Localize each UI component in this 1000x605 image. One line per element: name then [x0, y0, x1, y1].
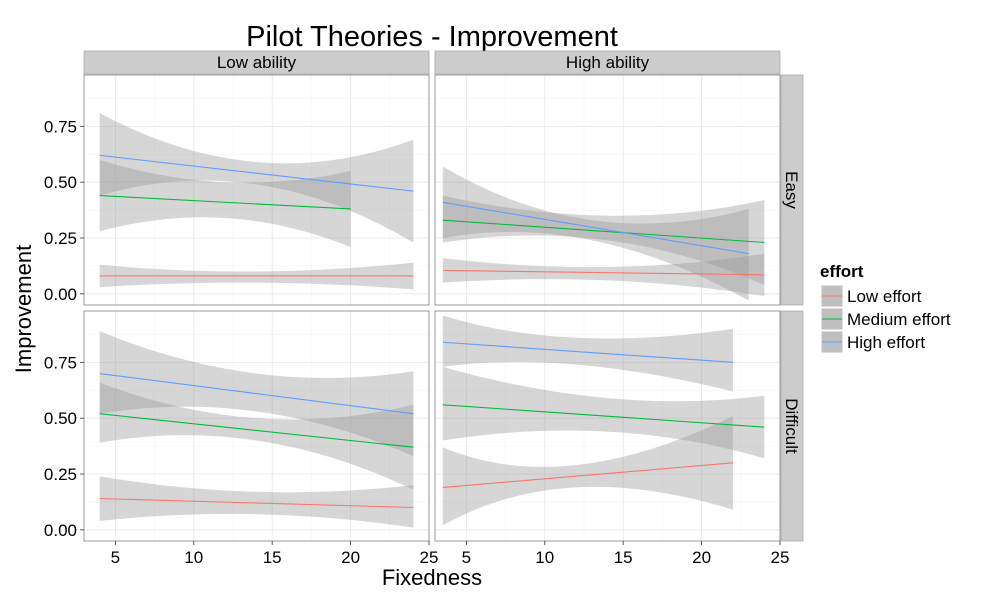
trend-line-high-effort	[99, 372, 414, 415]
y-tick-label: 0.00	[44, 285, 77, 304]
panel-marks	[442, 315, 765, 526]
col-strip-low-ability	[83, 50, 430, 75]
y-tick-label: 0.75	[44, 353, 77, 372]
row-strip-difficult	[780, 310, 804, 542]
ci-band-low-effort	[442, 253, 765, 297]
trend-line-medium-effort	[442, 219, 765, 244]
trend-line-low-effort	[442, 269, 765, 276]
panel-high-ability-difficult: 5 10 15 20 25	[434, 310, 790, 567]
ci-band-high-effort	[99, 112, 414, 243]
row-strip-easy	[780, 74, 804, 306]
legend-title: effort	[820, 262, 864, 281]
x-tick-label: 15	[614, 548, 633, 567]
row-strip-label: Difficult	[782, 398, 801, 454]
x-tick-label: 20	[341, 548, 360, 567]
legend-label: High effort	[847, 333, 925, 352]
col-strip-high-ability	[434, 50, 781, 75]
trend-line-medium-effort	[99, 195, 351, 210]
x-tick-label: 5	[462, 548, 471, 567]
trend-line-low-effort	[442, 462, 734, 488]
x-tick-label: 25	[771, 548, 790, 567]
y-tick-label: 0.00	[44, 521, 77, 540]
x-tick-label: 20	[692, 548, 711, 567]
panel-marks	[99, 331, 414, 528]
panel-high-ability-easy	[434, 74, 781, 306]
ci-band-medium-effort	[442, 195, 765, 285]
trend-line-medium-effort	[442, 404, 765, 428]
trend-line-high-effort	[442, 201, 749, 255]
trend-line-medium-effort	[99, 413, 414, 448]
chart-title: Pilot Theories - Improvement	[246, 21, 618, 53]
panel-background	[435, 75, 780, 305]
panel-border	[83, 310, 430, 542]
ci-band-medium-effort	[442, 366, 765, 459]
x-axis-label: Fixedness	[382, 565, 482, 590]
col-strip-label: High ability	[566, 53, 650, 72]
panel-border	[434, 310, 781, 542]
ci-band-medium-effort	[99, 159, 351, 247]
y-axis-label: Improvement	[11, 245, 36, 373]
panel-marks	[99, 112, 414, 290]
legend: effort Low effort Medium effort High effor…	[820, 262, 951, 354]
panel-background	[84, 75, 429, 305]
row-strip-label: Easy	[782, 171, 801, 209]
panel-marks	[442, 166, 765, 301]
ci-band-low-effort	[442, 415, 733, 526]
panel-border	[83, 74, 430, 306]
trend-line-high-effort	[442, 341, 733, 363]
ci-band-high-effort	[442, 166, 749, 301]
col-strip-label: Low ability	[217, 53, 297, 72]
y-tick-label: 0.25	[44, 465, 77, 484]
x-tick-label: 10	[184, 548, 203, 567]
panel-background	[435, 311, 780, 541]
y-tick-label: 0.25	[44, 229, 77, 248]
panel-low-ability-difficult: 0.00 0.25 0.50 0.75 5 10 15 20 25	[44, 310, 439, 567]
y-tick-label: 0.75	[44, 117, 77, 136]
panel-low-ability-easy: 0.00 0.25 0.50 0.75	[44, 74, 430, 306]
x-tick-label: 5	[111, 548, 120, 567]
y-tick-label: 0.50	[44, 173, 77, 192]
ci-band-high-effort	[442, 315, 733, 392]
x-tick-label: 25	[420, 548, 439, 567]
ci-band-low-effort	[99, 476, 414, 528]
panel-border	[434, 74, 781, 306]
facet-panels: Low ability High ability Easy Difficult 0.00…	[44, 50, 804, 567]
x-tick-label: 10	[535, 548, 554, 567]
trend-line-low-effort	[99, 498, 414, 509]
ci-band-medium-effort	[99, 382, 414, 490]
legend-label: Medium effort	[847, 310, 951, 329]
trend-line-high-effort	[99, 154, 414, 192]
legend-label: Low effort	[847, 287, 922, 306]
x-tick-label: 15	[263, 548, 282, 567]
y-tick-label: 0.50	[44, 409, 77, 428]
